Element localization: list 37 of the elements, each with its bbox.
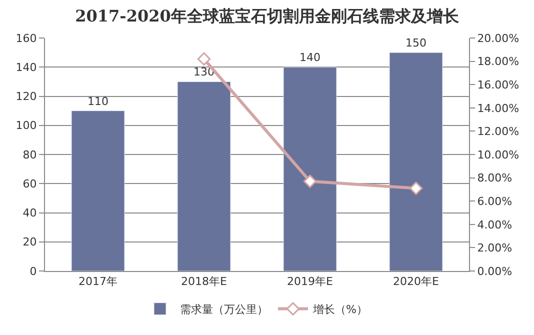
bar [71, 110, 125, 271]
y2-tick-label: 2.00% [477, 242, 512, 255]
bar [177, 81, 231, 271]
y2-tick-label: 12.00% [477, 125, 520, 138]
data-label: 110 [88, 94, 108, 108]
y2-tick-label: 6.00% [477, 194, 512, 208]
y-tick-label: 40 [22, 206, 37, 220]
legend-label: 需求量（万公里） [180, 303, 268, 316]
y2-tick-label: 4.00% [477, 218, 512, 232]
point [303, 174, 317, 188]
y-tick-label: 0 [30, 264, 37, 278]
data-label: 150 [406, 36, 426, 50]
point [197, 52, 211, 66]
legend-label: 增长（%） [312, 303, 368, 316]
y2-tick-label: 10.00% [477, 148, 520, 162]
x-tick-label: 2020年E [393, 275, 440, 288]
y2-tick-label: 14.00% [477, 102, 520, 115]
bar [389, 52, 443, 271]
y2-tick-label: 0.00% [477, 264, 512, 278]
y2-tick-label: 18.00% [477, 55, 520, 68]
x-tick-label: 2018年E [181, 275, 228, 288]
data-label: 140 [300, 51, 320, 64]
y-tick-label: 80 [22, 148, 37, 162]
chart-title: 2017-2020年全球蓝宝石切割用金刚石线需求及增长 [75, 6, 460, 26]
y2-tick-label: 8.00% [477, 172, 512, 185]
y2-tick-label: 16.00% [477, 78, 520, 92]
bar [283, 66, 337, 271]
x-tick-label: 2017年 [78, 275, 118, 288]
point [409, 182, 423, 195]
y-tick-label: 140 [16, 60, 37, 74]
y-tick-label: 160 [16, 32, 37, 45]
y2-tick-label: 20.00% [477, 32, 520, 45]
y-tick-label: 20 [22, 236, 37, 249]
y-tick-label: 60 [22, 177, 37, 190]
y-tick-label: 120 [16, 90, 37, 104]
x-tick-label: 2019年E [287, 275, 334, 288]
y-tick-label: 100 [16, 119, 37, 132]
